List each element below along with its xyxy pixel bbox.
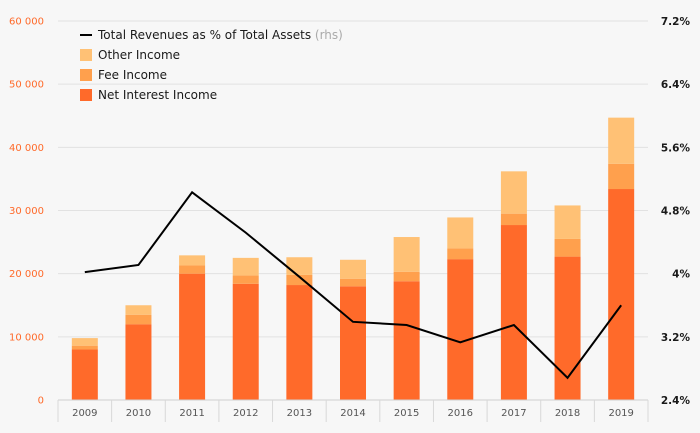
legend-label: Other Income bbox=[98, 48, 180, 62]
legend-label: Net Interest Income bbox=[98, 88, 217, 102]
x-tick-label: 2012 bbox=[233, 408, 258, 419]
x-tick-label: 2014 bbox=[340, 408, 365, 419]
bar-net-interest-income bbox=[71, 349, 98, 400]
left-tick-label: 0 bbox=[38, 396, 44, 407]
bar-fee-income bbox=[340, 278, 366, 287]
legend: Total Revenues as % of Total Assets (rhs… bbox=[80, 28, 343, 102]
bar-other-income bbox=[554, 205, 581, 239]
x-axis: 2009 2010 2011 2012 2013 2014 2015 2016 2017 2018… bbox=[57, 399, 649, 422]
bar-other-income bbox=[71, 338, 98, 346]
x-tick-label: 2016 bbox=[448, 408, 473, 419]
bar-other-income bbox=[286, 257, 313, 275]
left-tick-label: 60 000 bbox=[9, 17, 44, 28]
bar-other-income bbox=[340, 259, 366, 279]
bar-fee-income bbox=[232, 275, 259, 284]
left-tick-label: 20 000 bbox=[9, 269, 44, 280]
left-axis-ticks: 0 10 000 20 000 30 000 40 000 50 000 60 000 bbox=[9, 17, 44, 407]
x-tick-label: 2009 bbox=[72, 408, 97, 419]
bar-other-income bbox=[393, 237, 420, 272]
x-tick-label: 2015 bbox=[394, 408, 419, 419]
bar-net-interest-income bbox=[232, 283, 259, 400]
bar-net-interest-income bbox=[286, 285, 313, 400]
legend-rhs-note: (rhs) bbox=[315, 28, 343, 42]
bar-net-interest-income bbox=[125, 324, 152, 400]
bar-other-income bbox=[232, 257, 259, 276]
bar-net-interest-income bbox=[608, 189, 635, 400]
bar-fee-income bbox=[125, 314, 152, 325]
right-axis-ticks: 2.4% 3.2% 4% 4.8% 5.6% 6.4% 7.2% bbox=[661, 16, 691, 407]
right-tick-label: 2.4% bbox=[661, 395, 691, 407]
right-tick-label: 3.2% bbox=[661, 332, 691, 344]
bar-net-interest-income bbox=[500, 225, 527, 400]
stacked-bars bbox=[71, 117, 635, 400]
x-tick-label: 2018 bbox=[555, 408, 580, 419]
bar-fee-income bbox=[608, 163, 635, 190]
bar-net-interest-income bbox=[393, 281, 420, 400]
legend-box-swatch bbox=[80, 69, 92, 81]
bar-other-income bbox=[608, 117, 635, 164]
bar-fee-income bbox=[286, 274, 313, 286]
x-tick-label: 2013 bbox=[287, 408, 312, 419]
bar-other-income bbox=[179, 255, 206, 266]
right-tick-label: 7.2% bbox=[661, 16, 691, 28]
bar-fee-income bbox=[554, 238, 581, 257]
bar-fee-income bbox=[71, 345, 98, 350]
right-tick-label: 6.4% bbox=[661, 79, 691, 91]
left-tick-label: 30 000 bbox=[9, 206, 44, 217]
bar-fee-income bbox=[179, 265, 206, 274]
bar-fee-income bbox=[447, 248, 474, 260]
x-tick-label: 2011 bbox=[179, 408, 204, 419]
bar-other-income bbox=[125, 305, 152, 315]
bar-net-interest-income bbox=[179, 273, 206, 400]
legend-box-swatch bbox=[80, 49, 92, 61]
ratio-line bbox=[84, 190, 622, 380]
legend-box-swatch bbox=[80, 89, 92, 101]
bar-other-income bbox=[447, 217, 474, 249]
x-tick-label: 2010 bbox=[126, 408, 151, 419]
left-tick-label: 10 000 bbox=[9, 332, 44, 343]
right-tick-label: 4% bbox=[672, 269, 690, 281]
ratio-line-path bbox=[84, 190, 622, 380]
bar-fee-income bbox=[500, 213, 527, 226]
bar-net-interest-income bbox=[340, 286, 366, 400]
legend-label: Total Revenues as % of Total Assets (rhs… bbox=[97, 28, 343, 42]
bar-fee-income bbox=[393, 271, 420, 282]
bar-other-income bbox=[500, 171, 527, 214]
x-tick-label: 2019 bbox=[608, 408, 633, 419]
right-tick-label: 5.6% bbox=[661, 142, 691, 154]
bar-net-interest-income bbox=[554, 256, 581, 400]
x-tick-label: 2017 bbox=[501, 408, 526, 419]
left-tick-label: 50 000 bbox=[9, 80, 44, 91]
right-tick-label: 4.8% bbox=[661, 206, 691, 218]
left-tick-label: 40 000 bbox=[9, 143, 44, 154]
legend-label: Fee Income bbox=[98, 68, 167, 82]
bar-net-interest-income bbox=[447, 259, 474, 400]
